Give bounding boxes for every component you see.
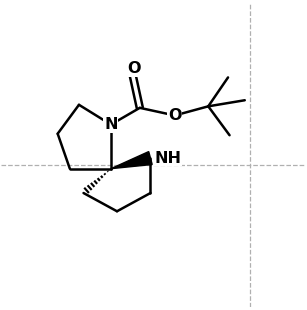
Text: NH: NH bbox=[154, 151, 181, 166]
Text: O: O bbox=[127, 61, 141, 76]
Text: O: O bbox=[168, 108, 181, 123]
Polygon shape bbox=[111, 152, 152, 169]
Text: N: N bbox=[104, 117, 118, 132]
